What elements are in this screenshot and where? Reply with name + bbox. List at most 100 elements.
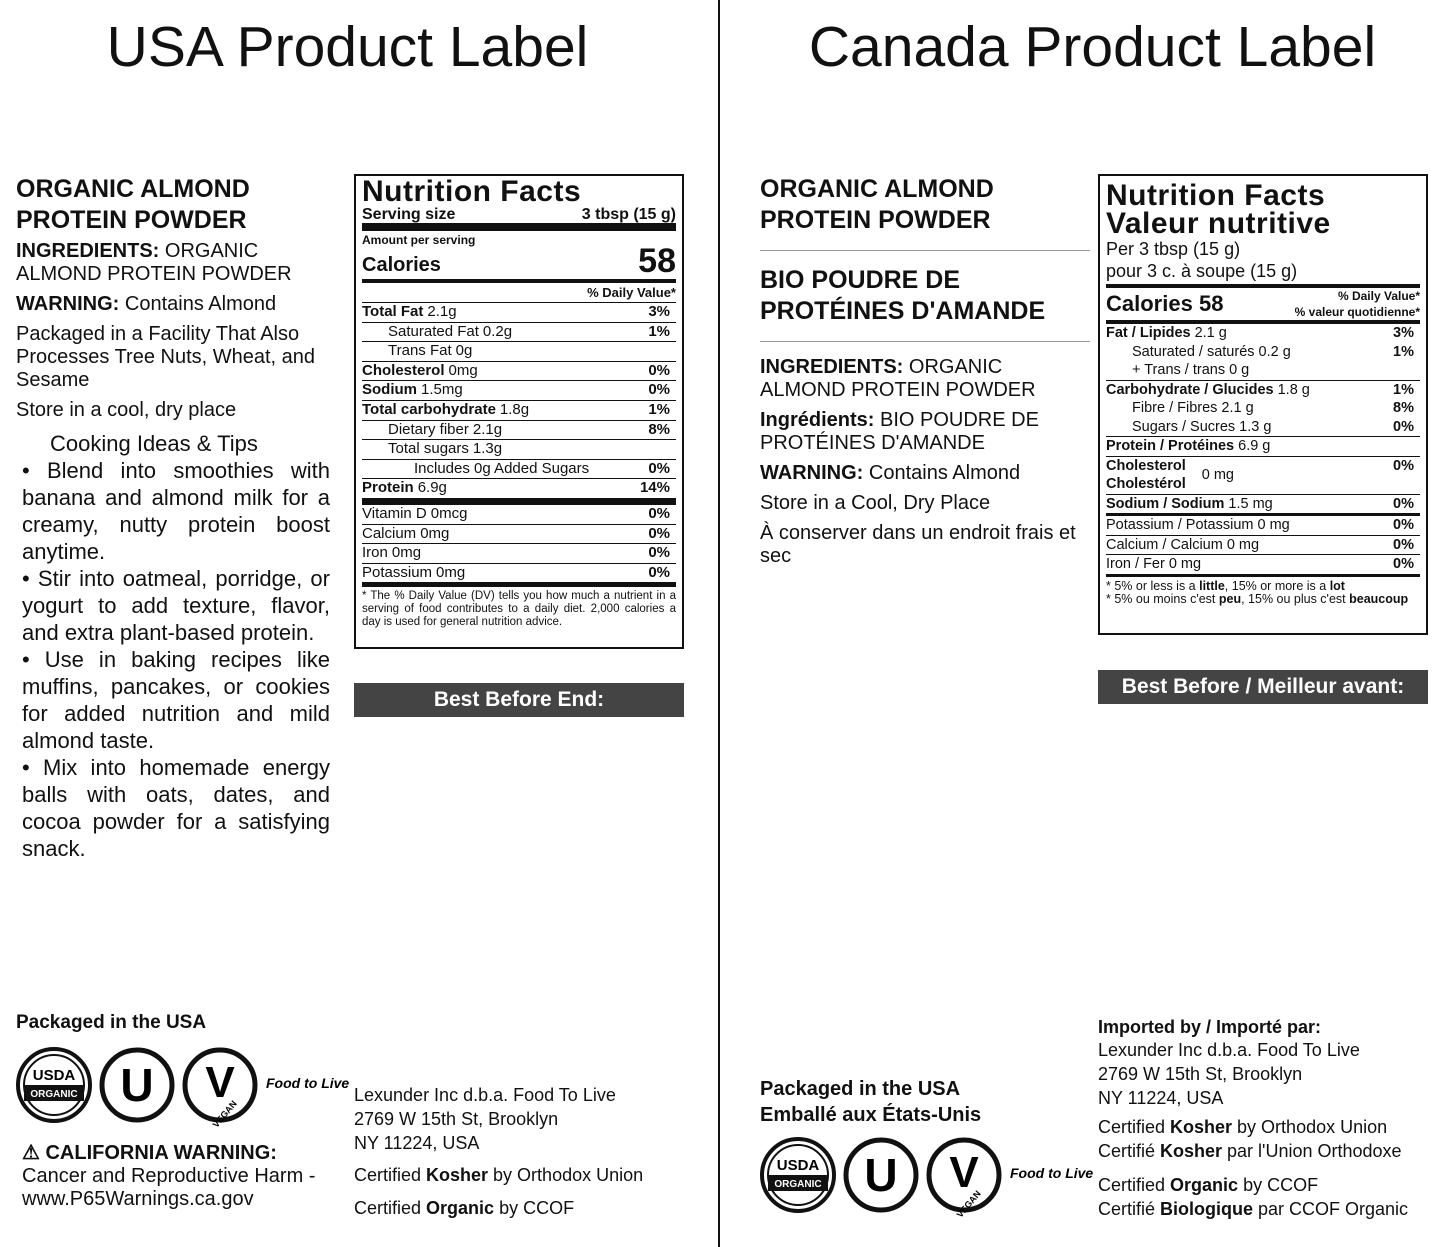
- kosher-cert: Certified Kosher by Orthodox Union: [1098, 1115, 1408, 1139]
- tip: • Stir into oatmeal, porridge, or yogurt…: [22, 566, 330, 645]
- ingredients: INGREDIENTS: ORGANIC ALMOND PROTEIN POWD…: [760, 356, 1090, 402]
- footnote-en: * 5% or less is a little, 15% or more is…: [1106, 578, 1420, 593]
- nutrient-label: Sugars / Sucres: [1132, 418, 1236, 435]
- nutrient: Protein 6.9g: [362, 479, 447, 498]
- nutrient: Sodium 1.5mg: [362, 381, 463, 400]
- nutrient: Trans Fat 0g: [362, 342, 472, 361]
- nutrient-row: Cholesterol 0mg 0%: [362, 362, 676, 381]
- nutrient-amount: 0 mg: [1257, 517, 1290, 533]
- nutrient: Calcium 0mg: [362, 525, 449, 544]
- rule: [1106, 436, 1420, 437]
- address-line: Lexunder Inc d.b.a. Food To Live: [354, 1085, 616, 1105]
- nutrient-rows: Fat / Lipides 2.1 g 3% Saturated / saturés 0…: [1106, 324, 1420, 577]
- daily-value: 0%: [648, 504, 670, 522]
- facility: Packaged in a Facility That Also Process…: [16, 323, 316, 391]
- nutrient-label: Potassium / Potassium: [1106, 517, 1254, 533]
- nutrient: Fibre / Fibres 2.1 g: [1106, 399, 1254, 418]
- rule: [1106, 513, 1420, 516]
- text: Contains Almond: [124, 293, 277, 315]
- nutrient-amount: 1.5 mg: [1228, 495, 1273, 512]
- t: Certified: [1098, 1175, 1171, 1195]
- footnote: * 5% or less is a little, 15% or more is…: [1106, 578, 1420, 606]
- rule: [1106, 320, 1420, 324]
- nutrient-row: Fibre / Fibres 2.1 g 8%: [1106, 399, 1420, 418]
- nutrient-row: Protein / Protéines 6.9 g: [1106, 437, 1420, 456]
- rule: [362, 439, 676, 441]
- usda-text: USDA: [33, 1067, 76, 1084]
- product-name: ORGANIC ALMOND PROTEIN POWDER: [760, 175, 994, 234]
- kosher-seal: [99, 1047, 175, 1123]
- rule: [1106, 379, 1420, 381]
- nutrient: Cholesterol 0mg: [362, 362, 478, 381]
- nutrient-label: Total sugars: [388, 440, 469, 458]
- nutrient-amount: 0g: [455, 342, 473, 360]
- nutrient-label: Trans Fat: [388, 342, 452, 360]
- nutrient: Total carbohydrate 1.8g: [362, 401, 529, 420]
- nutrient-amount: 0 g: [1229, 362, 1250, 378]
- nutrient-label: Iron / Fer: [1106, 556, 1165, 572]
- nutrient-amount: 2.1 g: [1221, 400, 1254, 416]
- nutrient-label: Iron: [362, 544, 388, 562]
- nutrient-row: Carbohydrate / Glucides 1.8 g 1%: [1106, 381, 1420, 400]
- nutrient: Saturated / saturés 0.2 g: [1106, 343, 1291, 362]
- logos: USDA ORGANIC U V VEGAN Food to Live: [16, 1047, 349, 1130]
- t: by CCOF: [1238, 1175, 1319, 1195]
- usa-info: ORGANIC ALMOND PROTEIN POWDER INGREDIENT…: [16, 174, 334, 862]
- nutrient: Potassium / Potassium 0 mg: [1106, 516, 1290, 535]
- storage: Store in a cool, dry place: [16, 399, 237, 421]
- imported-by: Imported by / Importé par:: [1098, 1017, 1322, 1037]
- daily-value: 0%: [1393, 556, 1414, 572]
- daily-value: 14%: [639, 479, 670, 497]
- brand-logo: Food to Live: [266, 1075, 349, 1091]
- vegan-seal: [182, 1047, 258, 1123]
- nutrient-row: Iron / Fer 0 mg 0%: [1106, 555, 1420, 574]
- rule: [362, 223, 676, 231]
- nutrient-amount: 0.2g: [482, 322, 513, 340]
- nf-title-fr: Valeur nutritive: [1106, 207, 1331, 240]
- footnote-part: little: [1199, 578, 1225, 593]
- nutrient-label: Vitamin D: [362, 504, 427, 522]
- nutrient-amount: 0.2 g: [1258, 343, 1291, 360]
- serving: Serving size 3 tbsp (15 g): [362, 206, 676, 223]
- packaged-en: Packaged in the USA: [760, 1078, 961, 1100]
- rule: [362, 360, 676, 362]
- nutrient-amount: 0mg: [436, 563, 466, 581]
- t: Certified: [354, 1198, 427, 1218]
- rule: [362, 399, 676, 401]
- daily-value: 0%: [1393, 418, 1414, 435]
- nutrient-label: Potassium: [362, 563, 433, 581]
- t: by Orthodox Union: [488, 1165, 644, 1185]
- usa-title: USA Product Label: [106, 15, 589, 79]
- serving-value: 3 tbsp (15 g): [581, 206, 676, 223]
- t: par l'Union Orthodoxe: [1222, 1141, 1402, 1161]
- nutrient-row: Potassium 0mg 0%: [362, 564, 676, 583]
- divider: [718, 0, 720, 1247]
- label: Ingrédients:: [760, 409, 875, 431]
- nutrient-row: Protein 6.9g 14%: [362, 479, 676, 498]
- nutrient-row: Sugars / Sucres 1.3 g 0%: [1106, 418, 1420, 437]
- nutrient-amount: 1.3 g: [1239, 418, 1272, 435]
- nutrient-row: Includes 0g Added Sugars 0%: [362, 460, 676, 479]
- daily-value: 0%: [648, 524, 670, 542]
- nutrient-amount: 2.1 g: [1194, 325, 1227, 341]
- usda-band: [768, 1175, 828, 1191]
- address-line: 2769 W 15th St, Brooklyn: [1098, 1064, 1303, 1084]
- nutrient-amount: 0mcg: [430, 504, 468, 522]
- daily-value: 1%: [1393, 343, 1414, 360]
- nutrient-label: Protein: [362, 479, 414, 497]
- nutrient: + Trans / trans 0 g: [1106, 361, 1249, 380]
- label: WARNING:: [16, 293, 120, 315]
- daily-value: 8%: [648, 420, 670, 438]
- nf-title: Nutrition Facts: [362, 175, 582, 208]
- storage-fr: À conserver dans un endroit frais et sec: [760, 522, 1076, 567]
- kosher-seal: [843, 1137, 919, 1213]
- nutrient-row: Cholesterol Cholestérol 0 mg 0%: [1106, 457, 1420, 494]
- nutrition-facts: Nutrition Facts Valeur nutritive Per 3 t…: [1098, 174, 1428, 635]
- nutrient-row: Calcium / Calcium 0 mg 0%: [1106, 536, 1420, 555]
- t: Organic: [1170, 1175, 1239, 1195]
- rule: [362, 279, 676, 283]
- dv-en: % Daily Value*: [1337, 289, 1420, 303]
- nutrient-row: Potassium / Potassium 0 mg 0%: [1106, 516, 1420, 535]
- info-text: INGREDIENTS: ORGANIC ALMOND PROTEIN POWD…: [760, 356, 1090, 568]
- rule: [362, 523, 676, 525]
